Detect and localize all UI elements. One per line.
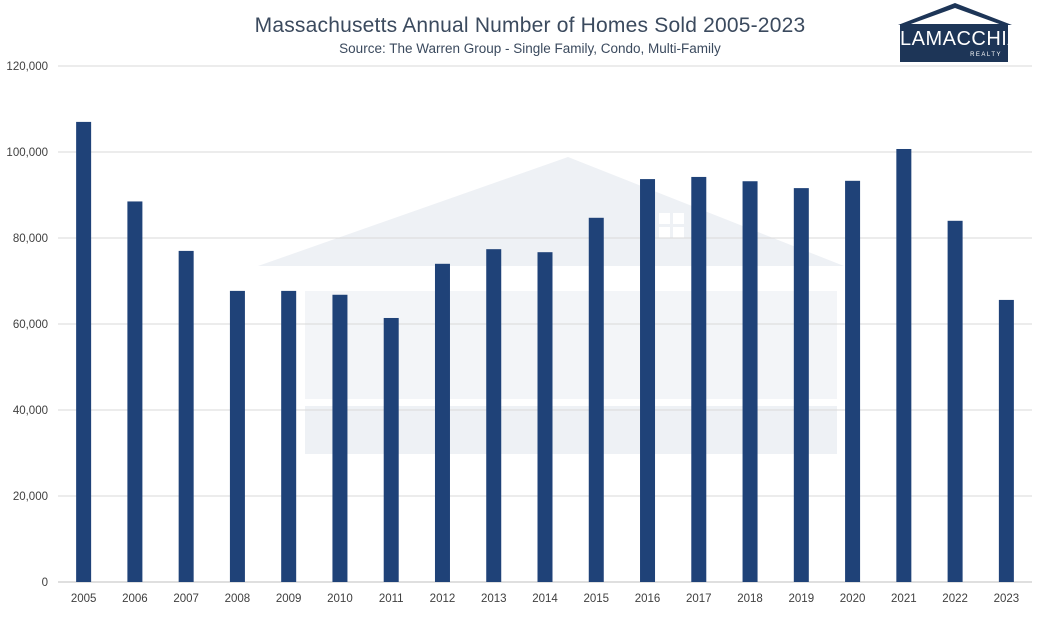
y-tick-label: 40,000 xyxy=(13,405,48,417)
bar-2009 xyxy=(281,290,297,582)
bar-2005 xyxy=(76,121,92,583)
bar-2019 xyxy=(793,188,809,582)
bar-2016 xyxy=(640,179,656,582)
x-tick-label: 2018 xyxy=(737,593,763,605)
x-tick-label: 2023 xyxy=(994,593,1020,605)
x-tick-label: 2006 xyxy=(122,593,148,605)
x-tick-label: 2014 xyxy=(532,593,558,605)
bar-2007 xyxy=(178,250,194,582)
bars xyxy=(76,121,1014,583)
bar-2023 xyxy=(998,299,1014,582)
logo-box: LAMACCHIA REALTY xyxy=(900,24,1022,62)
x-tick-label: 2017 xyxy=(686,593,712,605)
chart-title: Massachusetts Annual Number of Homes Sol… xyxy=(254,14,806,37)
bar-2010 xyxy=(332,294,348,582)
bar-2015 xyxy=(588,217,604,583)
bar-2008 xyxy=(229,290,245,582)
y-tick-label: 100,000 xyxy=(6,147,48,159)
bar-2021 xyxy=(896,148,912,583)
x-tick-label: 2011 xyxy=(379,593,404,605)
logo-name: LAMACCHIA xyxy=(900,28,1022,50)
bar-2013 xyxy=(486,249,502,582)
y-tick-label: 60,000 xyxy=(13,319,48,331)
y-tick-label: 20,000 xyxy=(13,491,48,503)
x-axis-ticks: 2005 2006 2007 2008 2009 2010 2011 2012 2013 2014… xyxy=(71,593,1019,605)
bar-2020 xyxy=(845,180,861,582)
x-tick-label: 2016 xyxy=(635,593,661,605)
chart-subtitle: Source: The Warren Group - Single Family… xyxy=(339,41,721,56)
x-tick-label: 2009 xyxy=(276,593,302,605)
x-tick-label: 2022 xyxy=(942,593,968,605)
house-roof-icon xyxy=(898,3,1012,25)
x-tick-label: 2008 xyxy=(225,593,251,605)
y-tick-label: 120,000 xyxy=(6,61,48,73)
logo-subtext: REALTY xyxy=(970,52,1002,58)
bar-2018 xyxy=(742,181,758,583)
bar-2012 xyxy=(434,263,450,582)
company-logo: LAMACCHIA REALTY xyxy=(898,2,1022,62)
bar-2014 xyxy=(537,252,553,582)
bar-2017 xyxy=(691,176,707,582)
bar-2022 xyxy=(947,220,963,583)
x-tick-label: 2020 xyxy=(840,593,866,605)
x-tick-label: 2007 xyxy=(173,593,199,605)
bar-2011 xyxy=(383,317,399,582)
y-axis-ticks: 0 20,000 40,000 60,000 80,000 100,000 120,000 xyxy=(6,61,48,589)
y-tick-label: 80,000 xyxy=(13,233,48,245)
x-tick-label: 2012 xyxy=(430,593,456,605)
x-tick-label: 2021 xyxy=(891,593,917,605)
x-tick-label: 2019 xyxy=(789,593,815,605)
x-tick-label: 2013 xyxy=(481,593,507,605)
x-tick-label: 2005 xyxy=(71,593,97,605)
x-tick-label: 2010 xyxy=(327,593,353,605)
x-tick-label: 2015 xyxy=(583,593,609,605)
y-tick-label: 0 xyxy=(42,577,48,589)
bar-2006 xyxy=(127,201,143,582)
